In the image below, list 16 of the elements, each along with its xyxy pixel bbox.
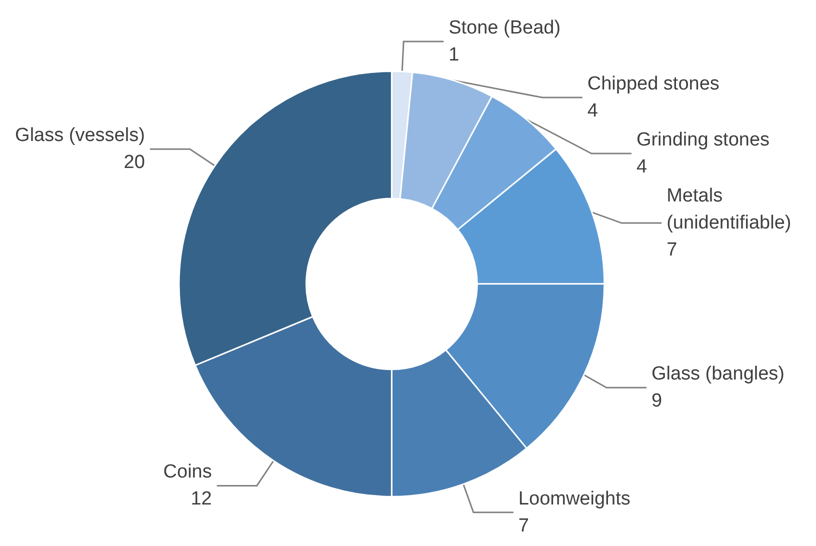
data-label: 9 <box>651 390 662 412</box>
slice-label: Grinding stones <box>636 130 770 151</box>
data-label: 20 <box>124 152 145 174</box>
data-label: 1 <box>448 44 460 66</box>
data-label: 7 <box>666 240 678 261</box>
data-label: 7 <box>518 515 530 536</box>
data-label: 4 <box>636 156 648 178</box>
slice-label: Stone (Bead) <box>448 18 561 39</box>
slice-label: Coins <box>163 462 212 483</box>
slice-label: Chipped stones <box>587 74 720 95</box>
slice-label: Glass (vessels) <box>15 125 145 146</box>
data-label: 12 <box>190 488 212 510</box>
slice-label: Loomweights <box>518 488 630 510</box>
slice-label: Metals (unidentifiable) <box>666 186 792 234</box>
data-label: 4 <box>587 100 598 122</box>
slice-label: Glass (bangles) <box>651 364 785 385</box>
